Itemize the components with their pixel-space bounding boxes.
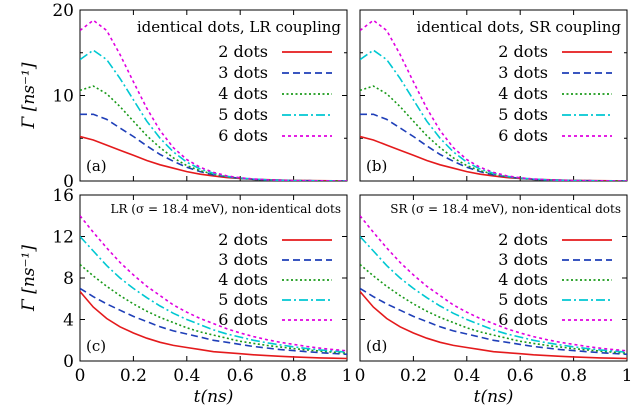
legend-label: 3 dots <box>218 250 268 269</box>
legend-label: 4 dots <box>218 84 268 103</box>
series-line-5-dots <box>80 235 347 353</box>
panel-title: identical dots, SR coupling <box>417 18 622 36</box>
y-tick-label: 8 <box>63 269 74 289</box>
legend-label: 2 dots <box>498 230 548 249</box>
y-axis-label: Γ [ns⁻¹] <box>19 62 39 129</box>
x-axis-label: t(ns) <box>194 387 234 407</box>
x-tick-label: 0 <box>75 366 86 386</box>
series-line-4-dots <box>80 85 347 181</box>
legend-label: 3 dots <box>498 250 548 269</box>
x-tick-label: 1 <box>342 366 353 386</box>
series-line-6-dots <box>360 215 627 352</box>
panel-tag: (a) <box>86 157 107 175</box>
legend-label: 4 dots <box>498 270 548 289</box>
series-line-3-dots <box>360 287 627 356</box>
series-line-2-dots <box>360 290 627 360</box>
x-axis-label: t(ns) <box>474 387 514 407</box>
series-line-5-dots <box>80 49 347 181</box>
series-line-3-dots <box>80 113 347 181</box>
panel-b: identical dots, SR coupling 2 dots 3 dots 4… <box>359 9 628 182</box>
panel-d: 0 0.2 0.4 0.6 0.8 1 SR (σ = 18.4 meV), non-ide… <box>355 194 633 407</box>
panel-title: SR (σ = 18.4 meV), non-identical dots <box>390 202 621 216</box>
panel-tag: (b) <box>366 157 387 175</box>
series-line-5-dots <box>360 235 627 353</box>
x-tick-label: 0.4 <box>453 366 480 386</box>
panel-tag: (d) <box>366 337 387 355</box>
legend-label: 6 dots <box>218 126 268 145</box>
x-tick-label: 0.8 <box>560 366 587 386</box>
legend-label: 5 dots <box>218 105 268 124</box>
legend-label: 2 dots <box>218 42 268 61</box>
series-line-3-dots <box>80 287 347 356</box>
x-tick-label: 0.8 <box>280 366 307 386</box>
x-tick-label: 0.2 <box>400 366 427 386</box>
series-line-3-dots <box>360 113 627 181</box>
panel-title: LR (σ = 18.4 meV), non-identical dots <box>110 202 341 216</box>
legend-label: 2 dots <box>498 42 548 61</box>
x-tick-label: 0.6 <box>227 366 254 386</box>
series-line-6-dots <box>80 19 347 181</box>
y-tick-label: 16 <box>52 186 74 206</box>
legend-label: 2 dots <box>218 230 268 249</box>
series-line-5-dots <box>360 49 627 181</box>
legend-label: 6 dots <box>498 126 548 145</box>
legend-label: 5 dots <box>218 290 268 309</box>
legend-label: 3 dots <box>498 63 548 82</box>
legend-label: 6 dots <box>218 310 268 329</box>
x-tick-label: 0.2 <box>120 366 147 386</box>
legend-label: 3 dots <box>218 63 268 82</box>
x-tick-label: 0.6 <box>507 366 534 386</box>
legend-label: 5 dots <box>498 105 548 124</box>
legend-label: 4 dots <box>218 270 268 289</box>
panel-c: 0 4 8 12 16 0 0.2 0.4 0.6 0.8 1 LR (σ = 18.4 meV), … <box>19 186 352 407</box>
legend-label: 6 dots <box>498 310 548 329</box>
series-line-4-dots <box>80 263 347 354</box>
legend-label: 5 dots <box>498 290 548 309</box>
series-line-4-dots <box>360 263 627 354</box>
y-tick-label: 0 <box>63 352 74 372</box>
series-line-6-dots <box>80 215 347 352</box>
panel-a: 0 10 20 identical dots, LR coupling 2 dots 3 … <box>19 1 348 192</box>
panel-tag: (c) <box>86 337 106 355</box>
panel-title: identical dots, LR coupling <box>137 18 342 36</box>
y-tick-label: 10 <box>52 87 74 107</box>
x-tick-label: 0.4 <box>173 366 200 386</box>
y-tick-label: 12 <box>52 228 74 248</box>
legend-label: 4 dots <box>498 84 548 103</box>
x-tick-label: 1 <box>622 366 633 386</box>
y-axis-label: Γ [ns⁻¹] <box>19 245 39 312</box>
series-line-6-dots <box>360 19 627 181</box>
series-line-2-dots <box>80 290 347 360</box>
y-tick-label: 0 <box>63 172 74 192</box>
x-tick-label: 0 <box>355 366 366 386</box>
y-tick-label: 4 <box>63 311 74 331</box>
y-tick-label: 20 <box>52 1 74 21</box>
series-line-4-dots <box>360 85 627 181</box>
